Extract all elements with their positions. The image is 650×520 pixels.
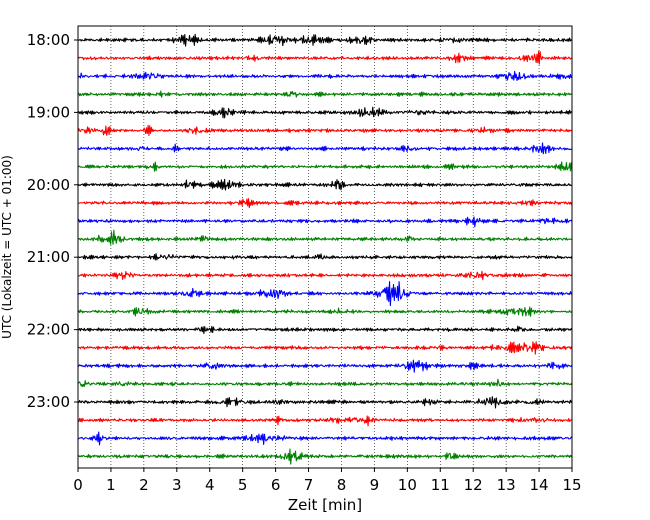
trace-2045 xyxy=(77,229,573,245)
x-tick-label: 15 xyxy=(562,476,581,494)
trace-2245 xyxy=(77,378,573,388)
trace-2015 xyxy=(77,198,573,209)
trace-2300 xyxy=(77,396,573,409)
trace-2115 xyxy=(77,270,573,281)
x-tick-label: 7 xyxy=(304,476,314,494)
trace-1930 xyxy=(77,142,573,155)
trace-1945 xyxy=(77,161,573,173)
x-tick-label: 0 xyxy=(73,476,83,494)
trace-2130 xyxy=(77,281,573,307)
trace-1800 xyxy=(77,33,573,47)
x-axis-ticks: 0 1 2 3 4 5 6 7 8 9 10 11 12 13 14 15 xyxy=(73,468,582,494)
x-tick-label: 5 xyxy=(238,476,248,494)
seismic-traces xyxy=(77,33,573,465)
trace-1915 xyxy=(77,124,573,137)
trace-2030 xyxy=(77,216,573,228)
trace-2315 xyxy=(77,415,573,427)
x-tick-label: 9 xyxy=(370,476,380,494)
x-tick-label: 12 xyxy=(464,476,483,494)
y-tick-label: 21:00 xyxy=(27,248,70,266)
trace-2230 xyxy=(77,359,573,373)
y-tick-label: 22:00 xyxy=(27,321,70,339)
y-axis-ticks: 18:00 19:00 20:00 21:00 22:00 23:00 xyxy=(27,31,78,411)
x-tick-label: 2 xyxy=(139,476,149,494)
y-tick-label: 19:00 xyxy=(27,103,70,121)
trace-2000 xyxy=(77,178,573,191)
x-tick-label: 4 xyxy=(205,476,215,494)
x-tick-label: 1 xyxy=(106,476,116,494)
y-axis-label: UTC (Lokalzeit = UTC + 01:00) xyxy=(0,155,14,339)
trace-2215 xyxy=(77,341,573,355)
x-tick-label: 10 xyxy=(398,476,417,494)
trace-1845 xyxy=(77,90,573,98)
y-tick-label: 20:00 xyxy=(27,176,70,194)
x-tick-label: 14 xyxy=(530,476,549,494)
x-tick-label: 3 xyxy=(172,476,182,494)
trace-1815 xyxy=(77,50,573,65)
x-tick-label: 6 xyxy=(271,476,281,494)
x-axis-label: Zeit [min] xyxy=(288,496,362,514)
x-tick-label: 13 xyxy=(497,476,516,494)
trace-2330 xyxy=(77,431,573,446)
x-tick-label: 8 xyxy=(337,476,347,494)
trace-2145 xyxy=(77,306,573,317)
trace-2345 xyxy=(77,448,573,465)
x-tick-label: 11 xyxy=(431,476,450,494)
trace-2200 xyxy=(77,325,573,335)
y-tick-label: 18:00 xyxy=(27,31,70,49)
plot-frame xyxy=(77,25,573,469)
trace-2100 xyxy=(77,253,573,261)
y-tick-label: 23:00 xyxy=(27,393,70,411)
trace-1900 xyxy=(77,106,573,119)
trace-1830 xyxy=(77,70,573,82)
